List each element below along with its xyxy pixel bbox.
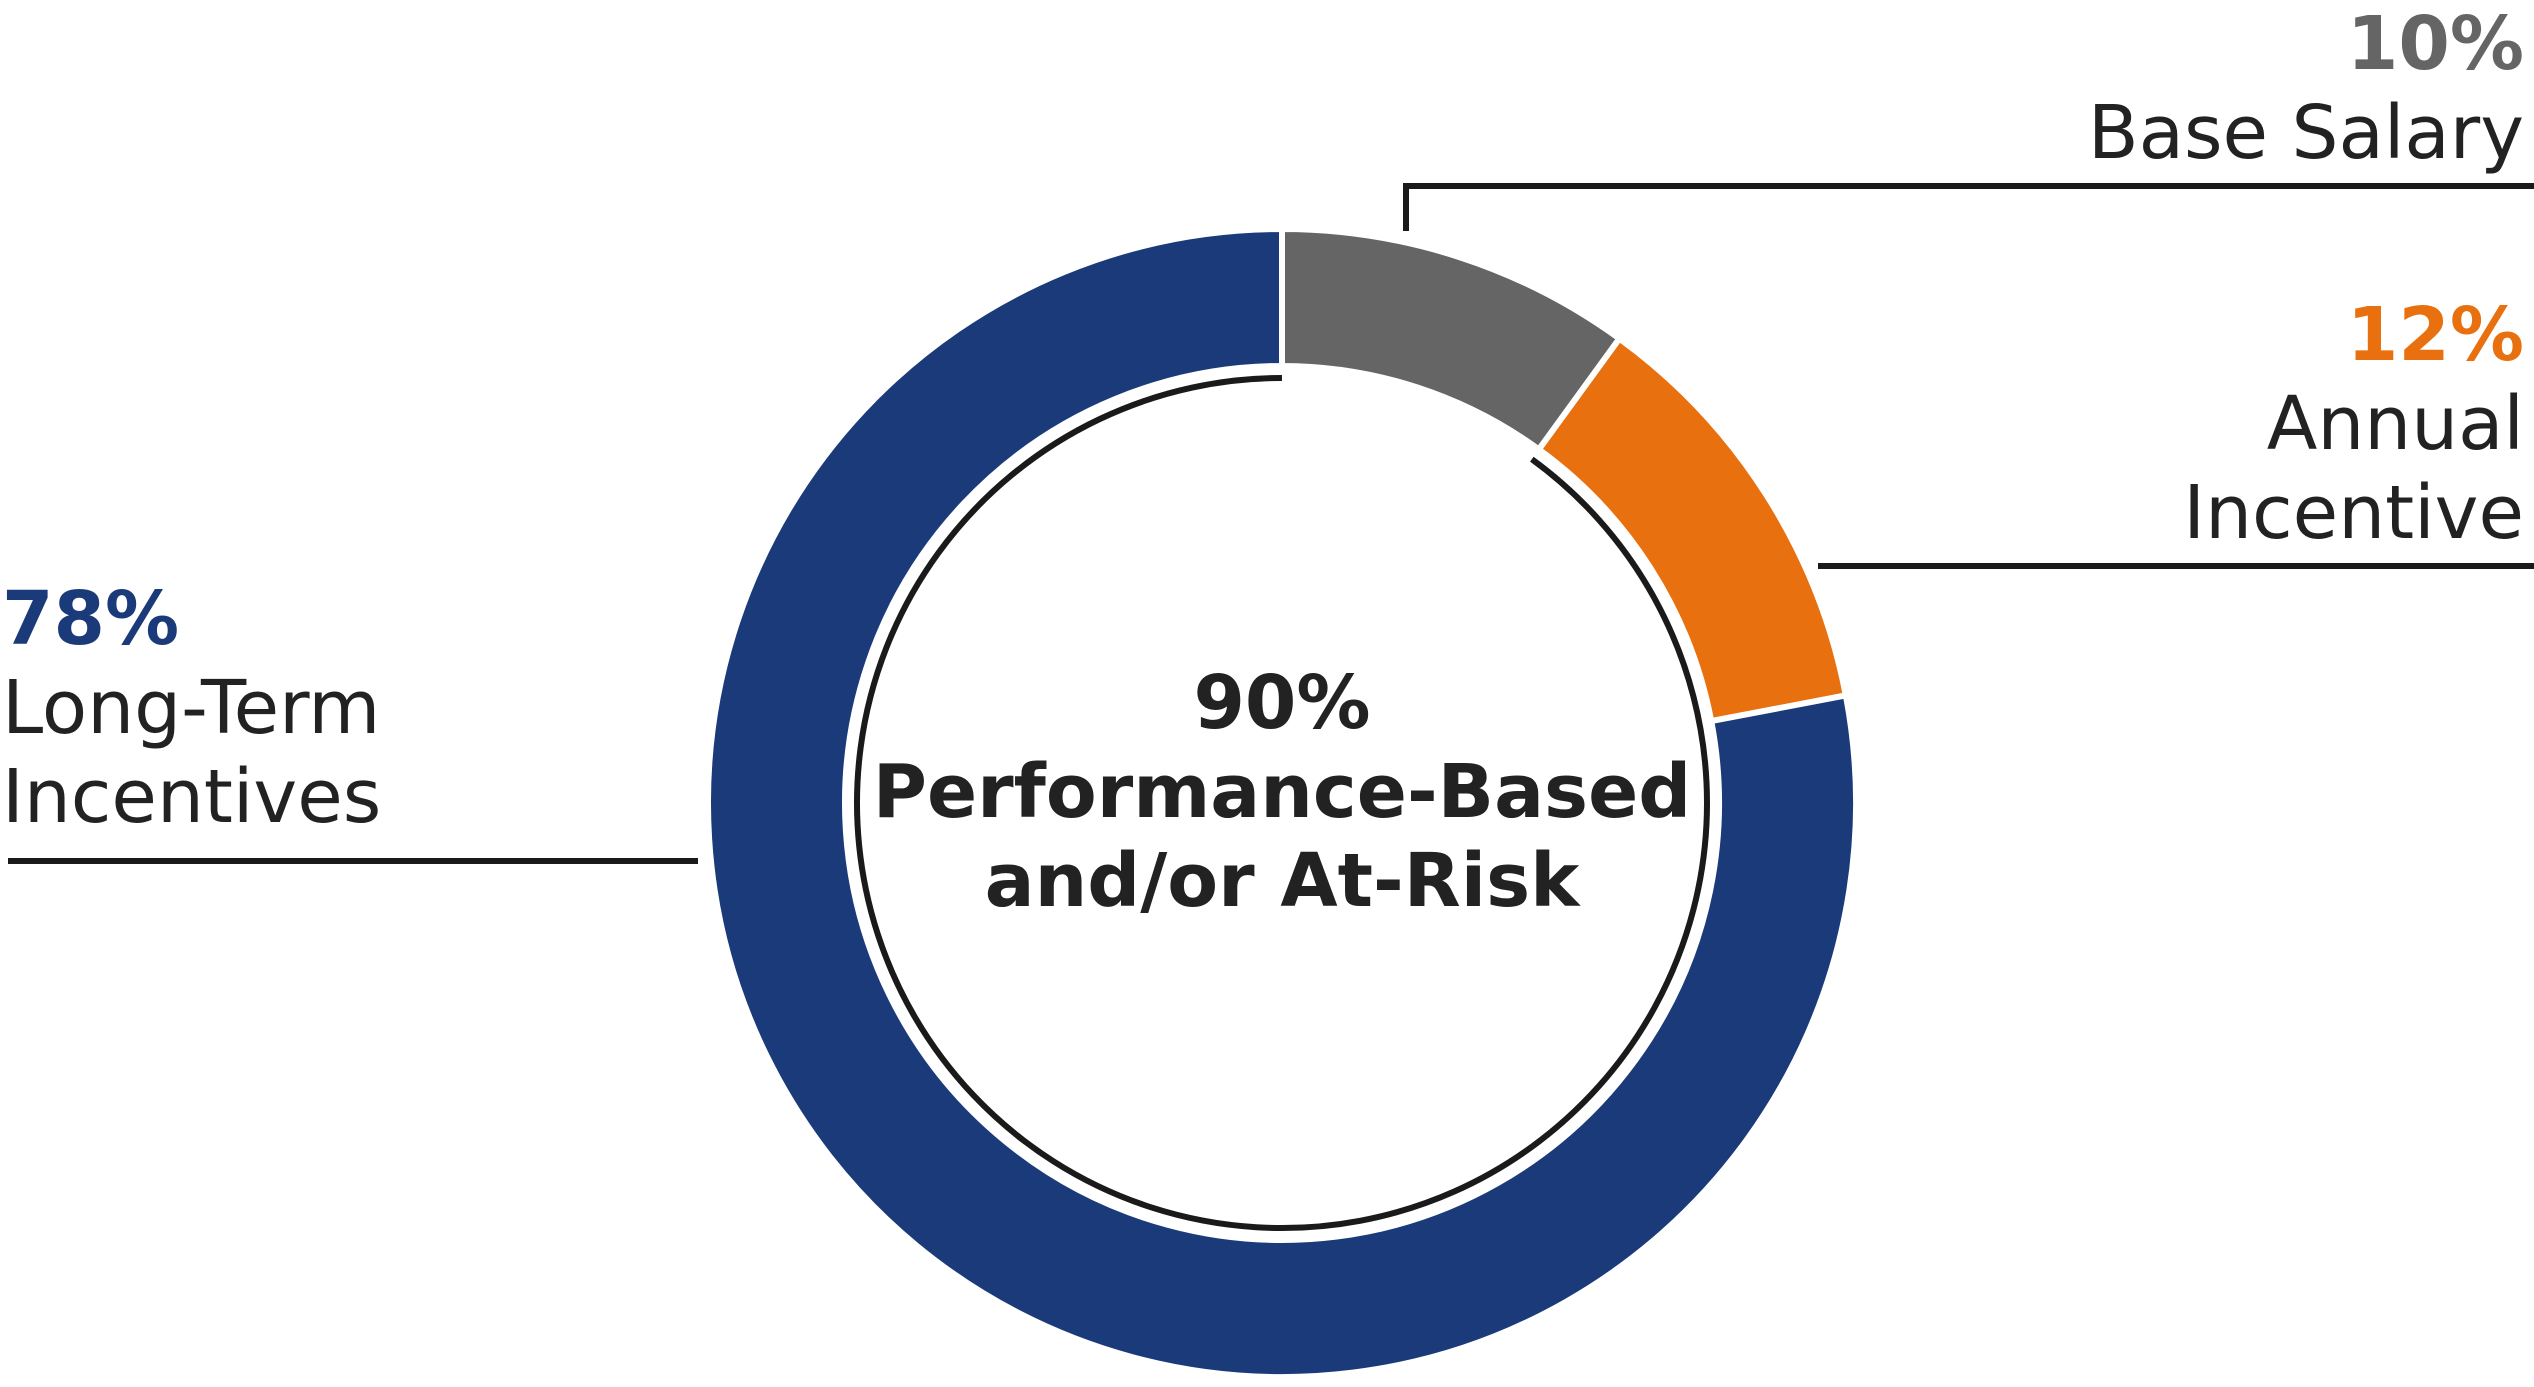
- center-arc: [854, 375, 1710, 1231]
- value-label: 78%: [2, 576, 180, 662]
- center-value: 90%: [1193, 660, 1371, 746]
- slice-label: 12% Annual Incentive: [2104, 291, 2524, 558]
- value-label: 10%: [2346, 1, 2524, 87]
- slice-label: 78% Long-Term Incentives: [2, 575, 422, 842]
- center-label: 90% Performance-Based and/or At-Risk: [832, 659, 1732, 926]
- slice-label: 10% Base Salary: [1824, 0, 2524, 178]
- center-text: and/or At-Risk: [984, 838, 1580, 924]
- leader-line: [1403, 183, 2534, 231]
- center-text: Performance-Based: [872, 749, 1692, 835]
- donut-segment: [705, 225, 1859, 1380]
- category-label: Base Salary: [2087, 90, 2524, 176]
- category-label: Long-Term Incentives: [2, 665, 382, 840]
- value-label: 12%: [2346, 292, 2524, 378]
- category-label: Annual Incentive: [2183, 381, 2524, 556]
